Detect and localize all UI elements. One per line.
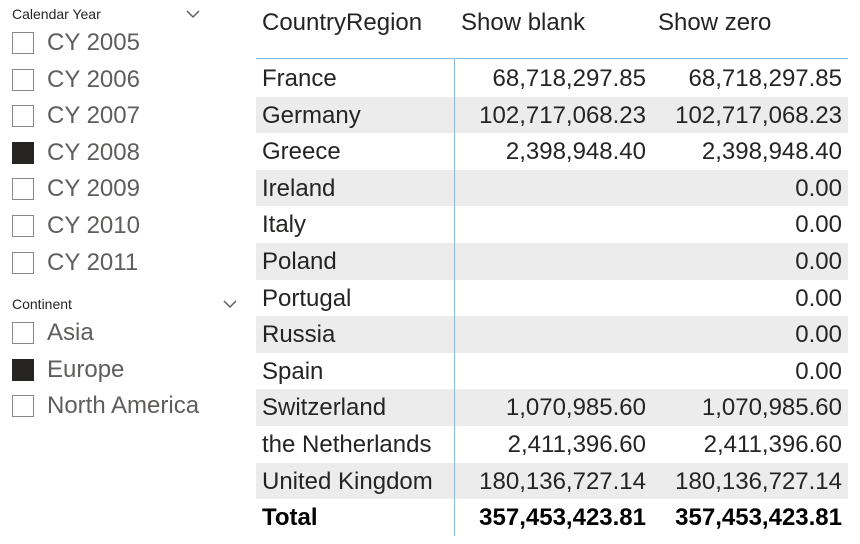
slicer-item-label: CY 2009 (47, 175, 140, 203)
checkbox[interactable] (12, 214, 34, 237)
column-header-show-blank[interactable]: Show blank (461, 9, 586, 36)
slicer-item[interactable]: Europe (10, 353, 232, 390)
show-zero-cell: 0.00 (795, 284, 842, 312)
country-cell: Greece (262, 138, 341, 166)
table-row[interactable]: Greece 2,398,948.40 2,398,948.40 (256, 133, 848, 170)
country-cell: France (262, 65, 337, 92)
show-zero-cell: 0.00 (795, 357, 842, 385)
calendar-year-items: CY 2005 CY 2006 CY 2007 CY 2008 CY 2009 CY 20… (10, 26, 232, 282)
show-blank-cell: 2,411,396.60 (507, 431, 646, 458)
show-blank-cell: 357,453,423.81 (479, 504, 646, 532)
continent-slicer: Continent Asia Europe North America (10, 296, 237, 426)
checkbox[interactable] (12, 322, 34, 344)
show-blank-cell: 68,718,297.85 (492, 65, 646, 92)
table-row[interactable]: Switzerland 1,070,985.60 1,070,985.60 (256, 389, 848, 426)
slicer-item-label: CY 2011 (47, 248, 139, 276)
country-cell: Italy (262, 211, 307, 239)
header-divider (256, 58, 848, 59)
slicer-title: Continent (12, 296, 72, 312)
slicer-item[interactable]: Asia (10, 316, 232, 353)
show-blank-cell: 1,070,985.60 (505, 394, 646, 422)
slicer-item[interactable]: CY 2011 (10, 246, 232, 283)
slicer-item[interactable]: CY 2010 (10, 209, 232, 246)
slicer-item[interactable]: CY 2009 (10, 172, 232, 209)
table-row[interactable]: Spain 0.00 (256, 353, 848, 390)
slicer-item-label: CY 2007 (47, 102, 140, 130)
checkbox[interactable] (12, 395, 34, 418)
table-row[interactable]: France 68,718,297.85 68,718,297.85 (256, 60, 848, 97)
checkbox[interactable] (12, 251, 34, 274)
slicer-item[interactable]: CY 2007 (10, 99, 232, 136)
slicer-header: Continent (10, 296, 237, 316)
checkbox[interactable] (12, 68, 34, 91)
column-divider (454, 58, 455, 536)
show-zero-cell: 2,411,396.60 (703, 431, 842, 458)
slicer-item-label: Asia (47, 319, 94, 346)
country-cell: Germany (262, 101, 361, 129)
slicer-item[interactable]: CY 2008 (10, 136, 232, 173)
table-row[interactable]: Portugal 0.00 (256, 280, 848, 317)
table-row[interactable]: Italy 0.00 (256, 206, 848, 243)
country-cell: Switzerland (262, 394, 387, 422)
table-row[interactable]: Poland 0.00 (256, 243, 848, 280)
show-zero-cell: 1,070,985.60 (701, 394, 842, 422)
column-header-show-zero[interactable]: Show zero (658, 9, 772, 36)
chevron-down-icon[interactable] (222, 298, 238, 310)
slicer-item-label: CY 2005 (47, 29, 140, 56)
country-cell: Poland (262, 248, 337, 275)
show-zero-cell: 68,718,297.85 (688, 65, 842, 92)
continent-items: Asia Europe North America (10, 316, 232, 426)
checkbox-checked[interactable] (12, 141, 34, 164)
checkbox[interactable] (12, 32, 34, 54)
show-zero-cell: 0.00 (795, 321, 842, 349)
show-blank-cell: 102,717,068.23 (479, 101, 646, 129)
show-zero-cell: 180,136,727.14 (675, 467, 842, 495)
checkbox[interactable] (12, 105, 34, 128)
slicer-item[interactable]: North America (10, 389, 232, 426)
country-cell: Total (262, 504, 318, 532)
country-cell: Portugal (262, 284, 352, 312)
table-row[interactable]: the Netherlands 2,411,396.60 2,411,396.60 (256, 426, 848, 463)
column-header-countryregion[interactable]: CountryRegion (262, 9, 423, 36)
show-zero-cell: 0.00 (795, 211, 842, 239)
slicer-item-label: Europe (47, 355, 125, 383)
country-cell: the Netherlands (262, 431, 432, 458)
show-zero-cell: 357,453,423.81 (675, 504, 842, 532)
slicer-title: Calendar Year (12, 6, 101, 22)
checkbox-checked[interactable] (12, 358, 34, 381)
country-cell: Russia (262, 321, 336, 349)
slicer-item-label: CY 2010 (47, 211, 140, 239)
country-cell: United Kingdom (262, 467, 433, 495)
country-cell: Ireland (262, 174, 336, 202)
show-zero-cell: 0.00 (795, 248, 842, 275)
chevron-down-icon[interactable] (185, 8, 201, 20)
total-row[interactable]: Total 357,453,423.81 357,453,423.81 (256, 499, 848, 536)
slicer-item[interactable]: CY 2006 (10, 63, 232, 100)
calendar-year-slicer: Calendar Year CY 2005 CY 2006 CY 2007 CY 20… (10, 6, 232, 282)
table-row[interactable]: Ireland 0.00 (256, 169, 848, 207)
country-cell: Spain (262, 357, 324, 385)
table-row[interactable]: Russia 0.00 (256, 316, 848, 353)
slicer-item-label: CY 2008 (47, 138, 140, 166)
show-zero-cell: 2,398,948.40 (701, 138, 842, 166)
slicer-item-label: CY 2006 (47, 65, 140, 93)
show-zero-cell: 102,717,068.23 (675, 101, 842, 129)
show-blank-cell: 180,136,727.14 (479, 467, 646, 495)
slicer-header: Calendar Year (10, 6, 232, 26)
slicer-item-label: North America (47, 392, 200, 420)
show-zero-cell: 0.00 (795, 174, 842, 202)
table-row[interactable]: Germany 102,717,068.23 102,717,068.23 (256, 96, 848, 134)
checkbox[interactable] (12, 178, 34, 201)
table-row[interactable]: United Kingdom 180,136,727.14 180,136,727.… (256, 462, 848, 500)
slicer-item[interactable]: CY 2005 (10, 26, 232, 63)
show-blank-cell: 2,398,948.40 (505, 138, 646, 166)
